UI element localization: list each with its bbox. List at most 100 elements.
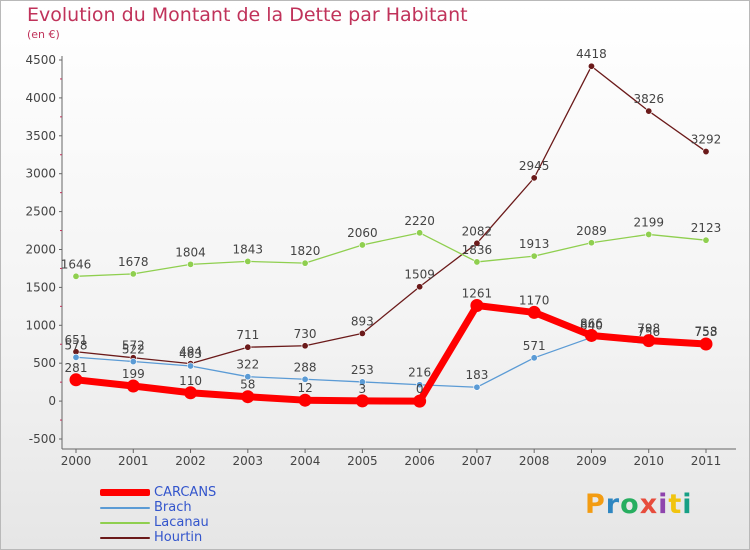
data-label-hourtin: 2945 — [519, 159, 550, 173]
data-label-carcans: 1170 — [519, 293, 550, 307]
data-point-carcans — [413, 394, 427, 408]
data-label-carcans: 1261 — [462, 287, 493, 301]
data-point-carcans — [241, 390, 255, 404]
data-label-lacanau: 2089 — [576, 224, 607, 238]
y-tick-label: 2000 — [25, 243, 56, 257]
data-label-hourtin: 730 — [294, 327, 317, 341]
data-label-carcans: 798 — [637, 322, 660, 336]
y-tick-label: 3500 — [25, 129, 56, 143]
data-point-brach — [187, 362, 195, 370]
data-label-lacanau: 1820 — [290, 244, 321, 258]
data-point-carcans — [355, 394, 369, 408]
data-label-hourtin: 3292 — [691, 133, 722, 147]
data-label-hourtin: 1509 — [404, 268, 435, 282]
data-label-lacanau: 2060 — [347, 226, 378, 240]
legend-swatch — [100, 536, 150, 539]
x-tick-label: 2002 — [175, 454, 206, 468]
data-label-carcans: 866 — [580, 316, 603, 330]
data-point-lacanau — [187, 260, 195, 268]
x-tick-label: 2009 — [576, 454, 607, 468]
data-label-lacanau: 2199 — [633, 215, 664, 229]
series-line-lacanau — [75, 232, 707, 277]
data-point-hourtin — [587, 62, 595, 70]
x-tick-label: 2001 — [118, 454, 149, 468]
data-point-brach — [72, 353, 80, 361]
y-tick-label: 0 — [48, 394, 56, 408]
brand-letter: r — [605, 489, 621, 520]
data-point-carcans — [699, 337, 713, 351]
data-point-carcans — [184, 386, 198, 400]
data-point-brach — [358, 378, 366, 386]
data-point-carcans — [69, 373, 83, 387]
y-tick-label: 4000 — [25, 91, 56, 105]
legend-label: Lacanau — [154, 515, 209, 530]
data-label-carcans: 110 — [179, 374, 202, 388]
data-point-carcans — [470, 299, 484, 313]
x-tick-label: 2005 — [347, 454, 378, 468]
y-tick-label: -500 — [29, 432, 56, 446]
data-label-carcans: 0 — [416, 382, 424, 396]
data-point-carcans — [126, 379, 140, 393]
data-label-brach: 840 — [580, 318, 603, 332]
data-point-brach — [244, 373, 252, 381]
legend-swatch — [100, 506, 150, 509]
data-point-hourtin — [301, 342, 309, 350]
data-point-lacanau — [244, 257, 252, 265]
data-label-carcans: 58 — [240, 378, 255, 392]
legend-label: Brach — [154, 500, 192, 515]
brand-letter: o — [620, 489, 640, 520]
data-label-carcans: 3 — [359, 382, 367, 396]
data-point-hourtin — [530, 174, 538, 182]
y-tick-label: 4500 — [25, 53, 56, 67]
data-point-hourtin — [473, 239, 481, 247]
legend-swatch — [100, 489, 150, 496]
data-point-hourtin — [645, 107, 653, 115]
x-tick-label: 2000 — [61, 454, 92, 468]
data-point-lacanau — [702, 236, 710, 244]
data-point-carcans — [298, 393, 312, 407]
brand-letter: P — [585, 489, 606, 520]
legend-label: Hourtin — [154, 530, 203, 545]
x-tick-label: 2006 — [404, 454, 435, 468]
data-label-brach: 288 — [294, 360, 317, 374]
data-label-brach: 322 — [236, 358, 259, 372]
data-label-lacanau: 2220 — [404, 214, 435, 228]
data-point-hourtin — [416, 283, 424, 291]
data-label-hourtin: 711 — [236, 328, 259, 342]
legend-item-carcans: CARCANS — [100, 485, 216, 500]
data-label-carcans: 753 — [695, 325, 718, 339]
y-tick-label: 3000 — [25, 167, 56, 181]
data-label-carcans: 281 — [65, 361, 88, 375]
legend-item-lacanau: Lacanau — [100, 515, 216, 530]
data-label-brach: 253 — [351, 363, 374, 377]
data-point-lacanau — [473, 258, 481, 266]
data-label-lacanau: 1646 — [61, 257, 92, 271]
data-point-lacanau — [587, 239, 595, 247]
data-label-hourtin: 2082 — [462, 224, 493, 238]
data-point-brach — [473, 383, 481, 391]
x-tick-label: 2008 — [519, 454, 550, 468]
series-line-brach — [75, 336, 707, 388]
x-tick-label: 2004 — [290, 454, 321, 468]
data-label-brach: 463 — [179, 347, 202, 361]
data-label-lacanau: 2123 — [691, 221, 722, 235]
data-label-brach: 571 — [523, 339, 546, 353]
x-tick-label: 2007 — [462, 454, 493, 468]
data-point-hourtin — [358, 329, 366, 337]
data-label-carcans: 199 — [122, 367, 145, 381]
data-point-carcans — [527, 305, 541, 319]
data-label-brach: 183 — [465, 368, 488, 382]
series-line-hourtin — [75, 65, 707, 365]
data-label-brach: 758 — [695, 325, 718, 339]
brand-letter: i — [658, 489, 669, 520]
data-point-brach — [129, 358, 137, 366]
y-tick-label: 1000 — [25, 318, 56, 332]
data-point-hourtin — [702, 148, 710, 156]
data-point-lacanau — [72, 272, 80, 280]
data-point-brach — [416, 381, 424, 389]
data-point-lacanau — [129, 270, 137, 278]
legend: CARCANS Brach Lacanau Hourtin — [100, 485, 216, 545]
brand-letter: i — [682, 489, 693, 520]
data-label-carcans: 12 — [297, 381, 312, 395]
